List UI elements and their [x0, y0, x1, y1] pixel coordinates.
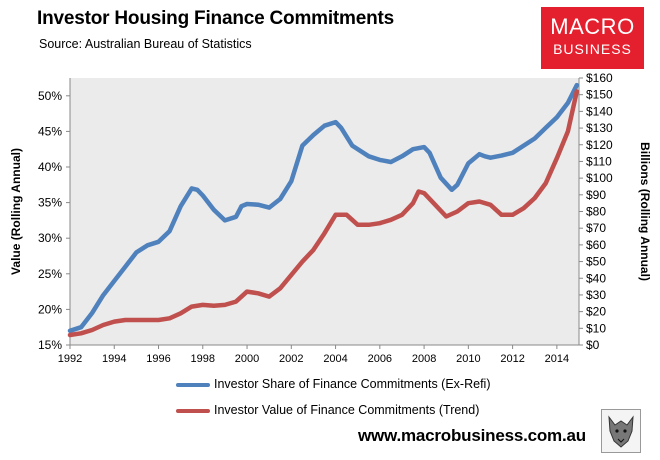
legend-swatch-share	[176, 382, 210, 387]
legend-item-value: Investor Value of Finance Commitments (T…	[176, 401, 479, 419]
y-right-tick-label: $130	[586, 121, 613, 135]
y-right-tick-label: $140	[586, 104, 613, 118]
y-right-tick-label: $70	[586, 221, 606, 235]
website-url[interactable]: www.macrobusiness.com.au	[358, 426, 586, 445]
wolf-logo-icon	[601, 409, 641, 453]
x-tick-label: 2008	[412, 353, 436, 365]
chart-source: Source: Australian Bureau of Statistics	[39, 37, 252, 51]
legend-swatch-value	[176, 408, 210, 413]
x-tick-label: 2012	[500, 353, 524, 365]
y-right-tick-label: $100	[586, 171, 613, 185]
y-left-tick-label: 35%	[38, 196, 62, 210]
y-right-tick-label: $50	[586, 255, 606, 269]
y-right-tick-label: $40	[586, 271, 606, 285]
y-right-tick-label: $90	[586, 188, 606, 202]
x-tick-label: 2006	[368, 353, 392, 365]
y-right-tick-label: $20	[586, 305, 606, 319]
y-left-tick-label: 50%	[38, 89, 62, 103]
y-right-tick-label: $10	[586, 321, 606, 335]
logo-line-1: MACRO	[550, 14, 635, 39]
x-tick-label: 1998	[191, 353, 215, 365]
x-tick-label: 2002	[279, 353, 303, 365]
y-left-tick-label: 15%	[38, 338, 62, 352]
x-tick-label: 1992	[58, 353, 82, 365]
y-right-tick-label: $120	[586, 138, 613, 152]
y-right-tick-label: $160	[586, 71, 613, 85]
plot-area	[70, 78, 579, 345]
y-right-tick-label: $80	[586, 205, 606, 219]
x-tick-label: 2000	[235, 353, 259, 365]
series-line-investor-value	[67, 89, 580, 338]
y-axis-left-label: Value (Rolling Annual)	[9, 148, 23, 275]
y-left-tick-label: 25%	[38, 267, 62, 281]
x-tick-label: 1996	[146, 353, 170, 365]
legend-item-share: Investor Share of Finance Commitments (E…	[176, 375, 490, 393]
x-tick-label: 2014	[545, 353, 569, 365]
macrobusiness-logo[interactable]: MACRO BUSINESS	[541, 7, 644, 69]
y-right-tick-label: $0	[586, 338, 600, 352]
x-tick-label: 1994	[102, 353, 126, 365]
y-right-tick-label: $30	[586, 288, 606, 302]
legend-label-value: Investor Value of Finance Commitments (T…	[214, 403, 480, 417]
logo-line-2: BUSINESS	[553, 41, 632, 57]
y-left-tick-label: 30%	[38, 231, 62, 245]
y-left-tick-label: 20%	[38, 302, 62, 316]
y-right-tick-label: $60	[586, 238, 606, 252]
x-tick-label: 2004	[323, 353, 347, 365]
y-axis-right-label: Billions (Rolling Annual)	[638, 142, 652, 281]
x-tick-label: 2010	[456, 353, 480, 365]
legend-label-share: Investor Share of Finance Commitments (E…	[214, 377, 491, 391]
series-line-investor-share	[67, 82, 580, 334]
y-right-tick-label: $110	[586, 154, 612, 168]
y-left-tick-label: 45%	[38, 124, 62, 138]
y-right-tick-label: $150	[586, 88, 613, 102]
y-left-tick-label: 40%	[38, 160, 62, 174]
chart-title: Investor Housing Finance Commitments	[37, 8, 395, 29]
